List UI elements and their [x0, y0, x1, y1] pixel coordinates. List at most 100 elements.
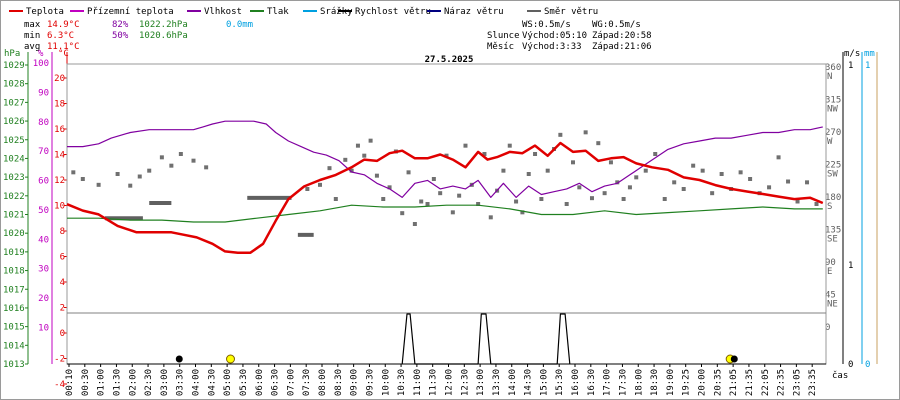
legend-label: Vlhkost: [204, 7, 242, 17]
ms-unit: m/s: [844, 49, 860, 59]
wind-direction-point: [349, 168, 354, 173]
wind-direction-point: [602, 191, 607, 196]
wind-direction-point: [539, 197, 544, 201]
time-tick-label: 10:00: [381, 369, 391, 396]
stat-max-label: max: [24, 20, 41, 30]
hpa-tick-label: 1023: [3, 173, 25, 183]
wind-direction-point: [564, 202, 569, 206]
wind-direction-point: [700, 168, 705, 173]
wind-direction-point: [627, 185, 632, 190]
wind-direction-point: [444, 153, 449, 158]
sunset-time: Západ:20:58: [592, 31, 652, 41]
legend-label: Tlak: [267, 7, 289, 17]
wind-direction-point: [419, 199, 424, 204]
wind-direction-point: [738, 170, 743, 175]
moon-label: Měsíc: [487, 42, 514, 52]
time-tick-label: 12:00: [445, 369, 455, 396]
time-tick-label: 09:00: [350, 369, 360, 396]
direction-tick-label: 45: [825, 291, 836, 301]
temp-tick-label: 10: [54, 202, 65, 212]
wind-direction-point: [482, 152, 487, 156]
time-tick-label: 20:35: [713, 369, 723, 396]
temp-tick-label: -4: [54, 380, 65, 390]
wind-direction-point: [457, 193, 462, 198]
legend-label: Směr větru: [544, 7, 598, 17]
wind-direction-point: [545, 168, 550, 173]
direction-cardinal-label: N: [827, 72, 832, 82]
percent-tick-label: 20: [38, 294, 49, 304]
moonset-marker: [730, 355, 738, 363]
time-tick-label: 22:35: [777, 369, 787, 396]
wind-direction-point: [748, 177, 753, 181]
moonrise-time: Východ:3:33: [522, 42, 582, 52]
hpa-tick-label: 1017: [3, 285, 25, 295]
time-tick-label: 15:30: [555, 369, 565, 396]
hpa-tick-label: 1027: [3, 98, 25, 108]
sunrise-marker: [226, 354, 236, 364]
time-tick-label: 19:25: [682, 369, 692, 396]
ms-tick-label: 1: [848, 261, 853, 271]
sun-label: Slunce: [487, 31, 520, 41]
wind-direction-point: [333, 197, 338, 201]
time-tick-label: 00:30: [81, 369, 91, 396]
time-tick-label: 20:00: [698, 369, 708, 396]
wind-direction-point: [387, 185, 392, 190]
wind-direction-point: [362, 153, 367, 158]
temp-tick-label: 0: [60, 329, 65, 339]
percent-tick-label: 50: [38, 206, 49, 216]
percent-tick-label: 40: [38, 235, 49, 245]
time-tick-label: 15:00: [539, 369, 549, 396]
wind-direction-point: [577, 185, 582, 190]
direction-tick-label: 90: [825, 258, 836, 268]
humidity-line: [67, 120, 823, 198]
wind-direction-point: [159, 155, 164, 160]
wind-direction-point: [719, 172, 724, 176]
time-tick-label: 17:00: [603, 369, 613, 396]
stat-max-humidity: 82%: [112, 20, 129, 30]
wind-direction-point: [374, 173, 379, 178]
wind-direction-point: [204, 165, 209, 170]
direction-tick-label: 0: [825, 323, 830, 333]
time-tick-label: 19:00: [666, 369, 676, 396]
wind-direction-point: [450, 210, 455, 215]
hpa-tick-label: 1025: [3, 136, 25, 146]
direction-cardinal-label: SE: [827, 235, 838, 245]
legend-label: Rychlost větru: [355, 7, 431, 17]
wind-direction-point: [178, 152, 183, 156]
time-tick-label: 08:00: [318, 369, 328, 396]
temp-tick-label: -2: [54, 355, 65, 365]
direction-tick-label: 180: [825, 193, 841, 203]
legend-label: Srážky: [320, 7, 353, 17]
direction-tick-label: 225: [825, 161, 841, 171]
percent-tick-label: 30: [38, 265, 49, 275]
hpa-tick-label: 1014: [3, 341, 25, 351]
time-tick-label: 18:30: [650, 369, 660, 396]
time-tick-label: 13:30: [492, 369, 502, 396]
hpa-tick-label: 1020: [3, 229, 25, 239]
wind-direction-point: [115, 172, 120, 176]
direction-tick-label: 360: [825, 63, 841, 73]
ms-tick-label: 0: [848, 360, 853, 370]
temp-tick-label: 4: [60, 278, 65, 288]
legend-label: Teplota: [26, 7, 64, 17]
wind-direction-point: [381, 197, 386, 201]
direction-tick-label: 315: [825, 96, 841, 106]
hpa-tick-label: 1029: [3, 61, 25, 71]
temp-unit: °C: [58, 49, 69, 59]
wind-direction-point: [805, 180, 810, 185]
temp-tick-label: 12: [54, 176, 65, 186]
hpa-tick-label: 1022: [3, 192, 25, 202]
pressure-line: [67, 204, 823, 223]
wind-direction-point: [526, 172, 531, 176]
time-tick-label: 12:30: [460, 369, 470, 396]
percent-tick-label: 100: [33, 59, 49, 69]
stat-max-rain: 0.0mm: [226, 20, 253, 30]
wind-direction-point: [327, 166, 332, 171]
wind-direction-point: [596, 141, 601, 146]
wind-direction-point: [438, 191, 443, 196]
time-tick-label: 07:00: [286, 369, 296, 396]
temp-tick-label: 20: [54, 74, 65, 84]
chart-title: 27.5.2025: [425, 55, 474, 65]
wind-direction-point: [672, 180, 677, 185]
